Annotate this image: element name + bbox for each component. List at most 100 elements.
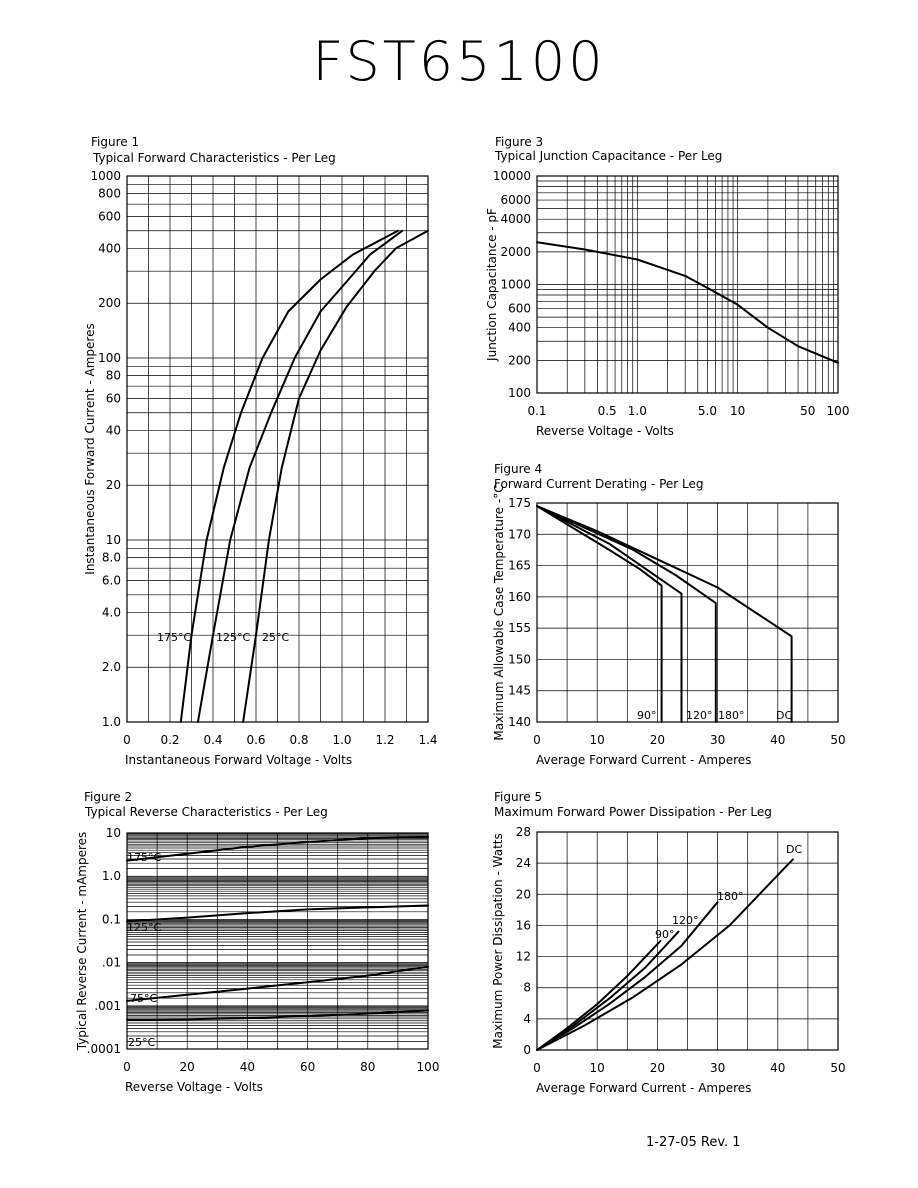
series-label: 175°C — [157, 631, 191, 644]
figure-title: Typical Reverse Characteristics - Per Le… — [84, 805, 328, 819]
y-tick-label: 800 — [98, 187, 121, 201]
y-tick-label: 400 — [98, 241, 121, 255]
y-axis-label: Junction Capacitance - pF — [485, 208, 499, 362]
series-label: 25°C — [128, 1036, 155, 1049]
x-tick-label: 1.0 — [332, 733, 351, 747]
x-tick-label: 40 — [770, 1061, 785, 1075]
series-curve — [536, 241, 839, 364]
series-label: DC — [786, 843, 802, 856]
x-tick-label: 100 — [827, 404, 850, 418]
figure-title: Forward Current Derating - Per Leg — [494, 477, 704, 491]
x-tick-label: 60 — [300, 1060, 315, 1074]
x-tick-label: 1.4 — [418, 733, 437, 747]
series-curve-180 — [536, 901, 719, 1051]
x-tick-label: 40 — [770, 733, 785, 747]
figure-caption: Figure 3 — [495, 135, 543, 149]
x-axis-label: Average Forward Current - Amperes — [536, 753, 751, 767]
series-label: DC — [776, 709, 792, 722]
series-curve-90 — [536, 940, 662, 1051]
x-tick-label: 0.4 — [203, 733, 222, 747]
x-axis-label: Instantaneous Forward Voltage - Volts — [125, 753, 352, 767]
x-tick-label: 1.0 — [628, 404, 647, 418]
x-tick-label: 30 — [710, 1061, 725, 1075]
series-curve-90 — [536, 505, 663, 723]
revision-footer: 1-27-05 Rev. 1 — [646, 1135, 741, 1150]
x-tick-label: 10 — [590, 733, 605, 747]
plot-frame — [126, 175, 429, 723]
figure-title: Typical Junction Capacitance - Per Leg — [494, 149, 722, 163]
y-tick-label: 10 — [106, 826, 121, 840]
y-tick-label: 1.0 — [102, 715, 121, 729]
x-tick-label: 20 — [650, 733, 665, 747]
x-axis-label: Reverse Voltage - Volts — [125, 1080, 263, 1094]
series-label: 90° — [637, 709, 657, 722]
x-tick-label: 100 — [417, 1060, 440, 1074]
y-tick-label: 1.0 — [102, 869, 121, 883]
figure-title: Typical Forward Characteristics - Per Le… — [92, 151, 336, 165]
y-axis-label: Typical Reverse Current - mAmperes — [75, 832, 89, 1052]
y-tick-label: 16 — [516, 918, 531, 932]
series-curve-DC — [536, 505, 793, 723]
y-tick-label: 600 — [508, 302, 531, 316]
series-curve-DC — [536, 858, 794, 1051]
x-tick-label: 40 — [240, 1060, 255, 1074]
x-tick-label: 0.5 — [598, 404, 617, 418]
y-tick-label: 160 — [508, 590, 531, 604]
y-tick-label: 10000 — [493, 169, 531, 183]
y-axis-label: Maximum Power Dissipation - Watts — [491, 833, 505, 1048]
y-tick-label: 2.0 — [102, 660, 121, 674]
y-tick-label: 1000 — [90, 169, 121, 183]
y-tick-label: 8 — [523, 981, 531, 995]
y-tick-label: .001 — [94, 999, 121, 1013]
figure-caption: Figure 2 — [84, 790, 132, 804]
series-curve-120 — [536, 930, 680, 1051]
x-tick-label: 10 — [730, 404, 745, 418]
y-tick-label: 4 — [523, 1012, 531, 1026]
series-curve-75C — [126, 965, 429, 1002]
y-tick-label: 2000 — [500, 245, 531, 259]
y-tick-label: 200 — [508, 353, 531, 367]
y-tick-label: 40 — [106, 423, 121, 437]
x-tick-label: 0.6 — [246, 733, 265, 747]
y-tick-label: 400 — [508, 321, 531, 335]
figure-caption: Figure 4 — [494, 462, 542, 476]
y-tick-label: 600 — [98, 209, 121, 223]
series-label: 125°C — [127, 921, 161, 934]
y-tick-label: 28 — [516, 825, 531, 839]
series-label: 75°C — [130, 992, 157, 1005]
series-label: 120° — [672, 914, 699, 927]
y-tick-label: 60 — [106, 391, 121, 405]
series-label: 120° — [686, 709, 713, 722]
y-tick-label: 20 — [106, 478, 121, 492]
y-tick-label: 155 — [508, 621, 531, 635]
y-tick-label: 20 — [516, 887, 531, 901]
y-tick-label: 165 — [508, 559, 531, 573]
y-tick-label: 6.0 — [102, 573, 121, 587]
y-tick-label: .0001 — [87, 1042, 121, 1056]
x-tick-label: 50 — [830, 1061, 845, 1075]
x-tick-label: 0 — [533, 1061, 541, 1075]
y-tick-label: .01 — [102, 956, 121, 970]
series-curve-180 — [536, 505, 717, 723]
y-tick-label: 175 — [508, 496, 531, 510]
series-curve-125C — [196, 229, 404, 723]
series-label: 90° — [655, 928, 675, 941]
x-tick-label: 0.1 — [527, 404, 546, 418]
series-curve-175C — [126, 836, 429, 862]
series-curve-25C — [242, 229, 429, 723]
y-tick-label: 100 — [98, 351, 121, 365]
figure-caption: Figure 5 — [494, 790, 542, 804]
x-tick-label: 20 — [180, 1060, 195, 1074]
x-tick-label: 50 — [830, 733, 845, 747]
x-tick-label: 50 — [800, 404, 815, 418]
y-tick-label: 170 — [508, 527, 531, 541]
series-label: 180° — [717, 890, 744, 903]
plot-frame — [536, 175, 839, 394]
y-axis-label: Maximum Allowable Case Temperature -°C — [492, 484, 506, 740]
y-tick-label: 100 — [508, 386, 531, 400]
